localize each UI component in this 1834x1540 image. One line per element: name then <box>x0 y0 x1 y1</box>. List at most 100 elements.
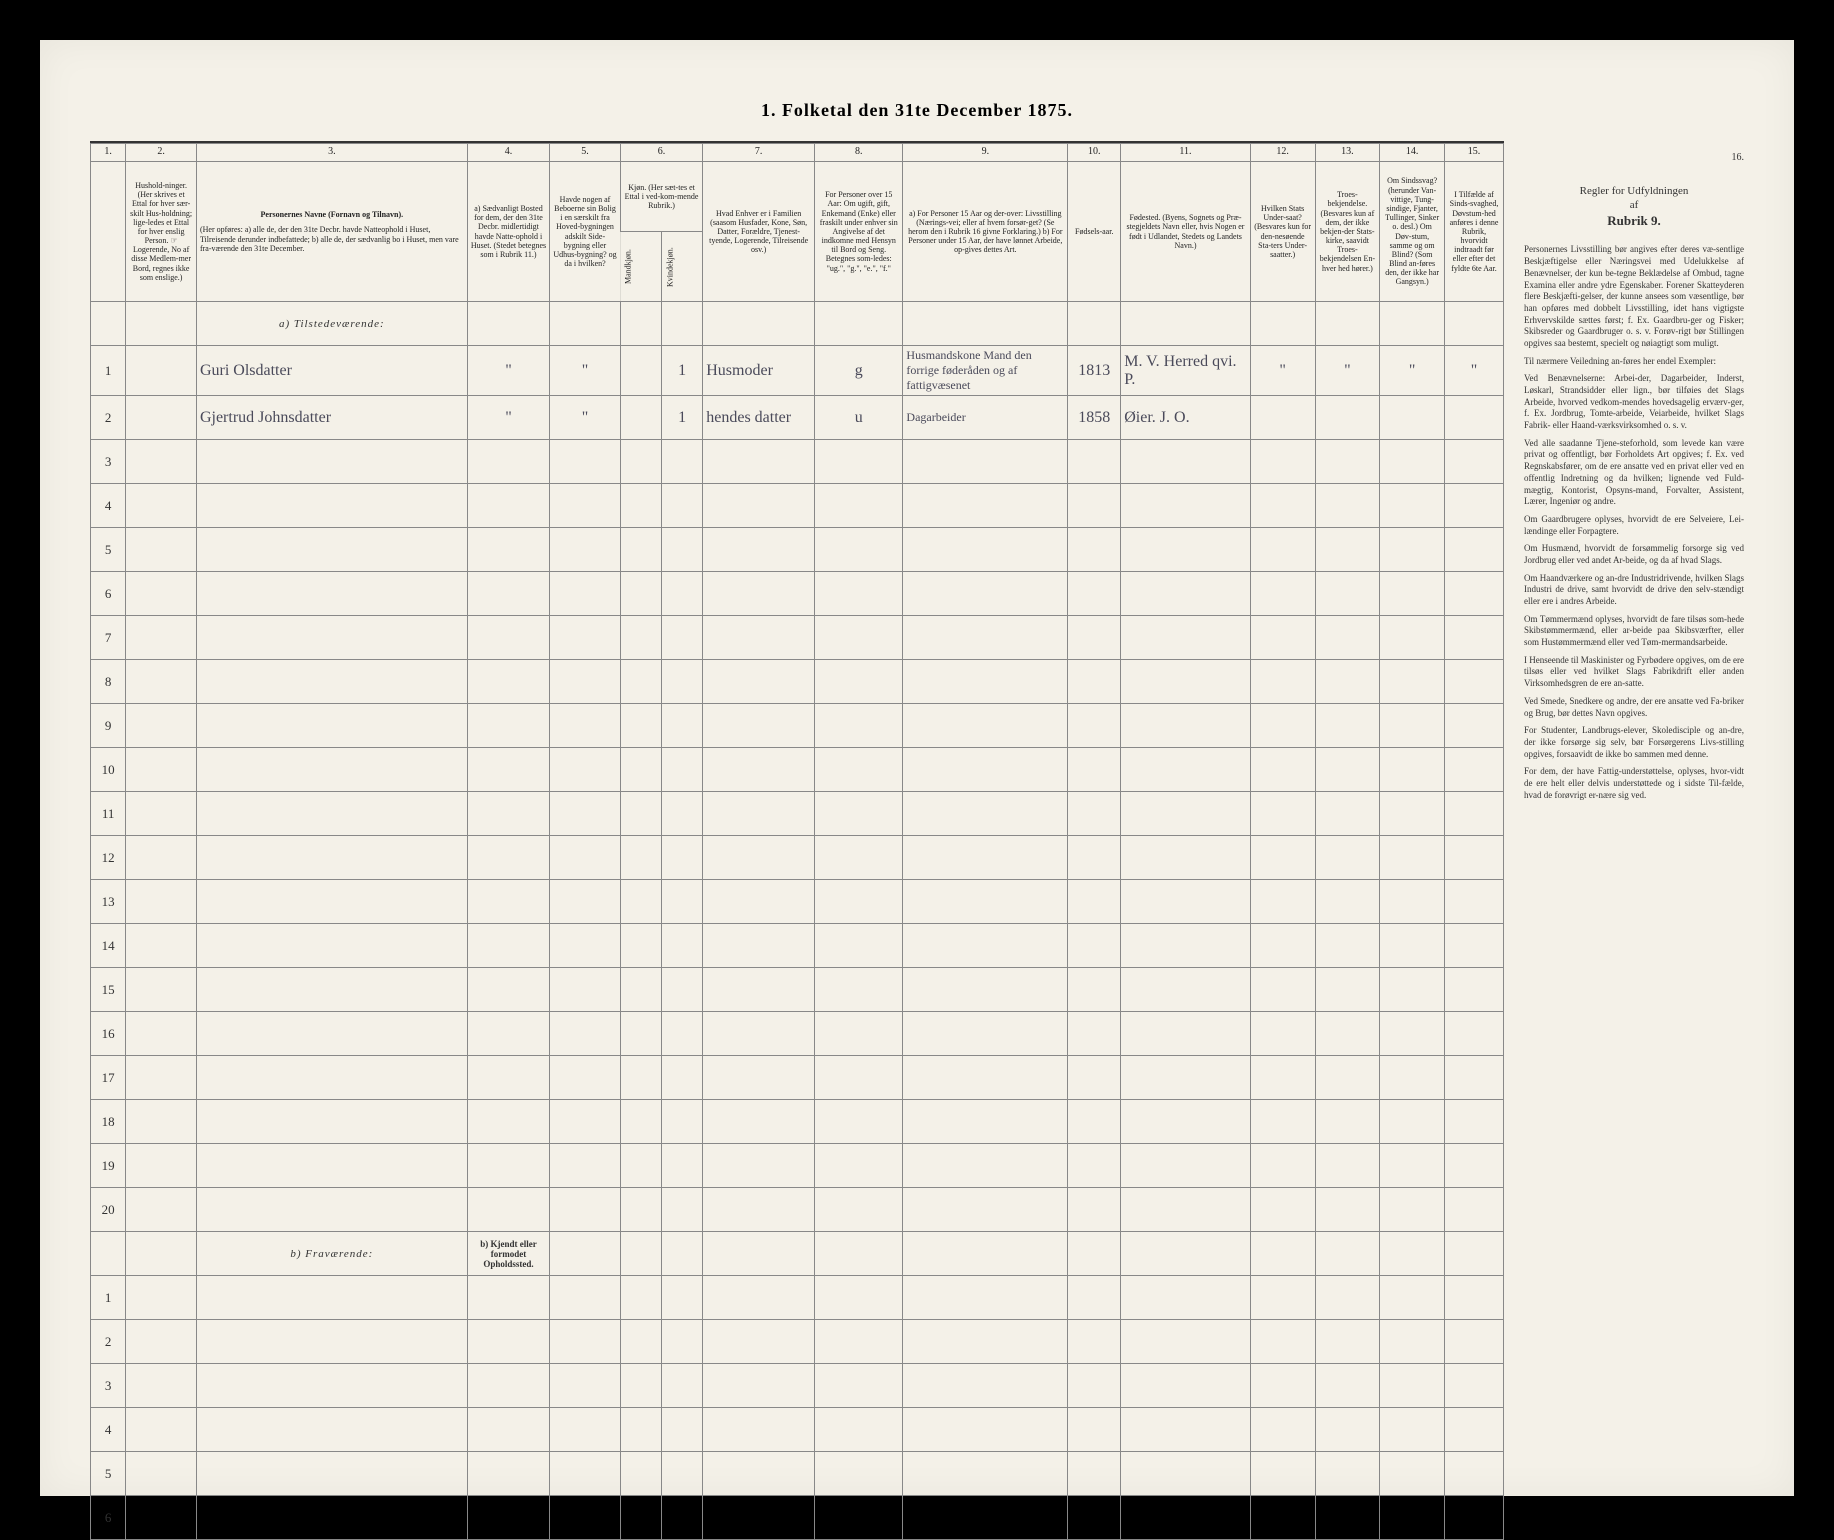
row-number: 4 <box>91 1408 126 1452</box>
cell-c7 <box>703 1188 815 1232</box>
cell-c13 <box>1315 1144 1380 1188</box>
cell-name <box>196 1056 467 1100</box>
cell-c9 <box>903 440 1068 484</box>
cell-c11 <box>1121 1056 1251 1100</box>
cell-household <box>126 1012 197 1056</box>
cell-c6a <box>620 396 661 440</box>
cell-c6b: 1 <box>662 346 703 396</box>
cell-c6b <box>662 748 703 792</box>
colnum-5: 5. <box>550 144 621 162</box>
cell-c4 <box>467 792 549 836</box>
cell-c14 <box>1380 396 1445 440</box>
cell-c8 <box>815 1188 903 1232</box>
colnum-15: 15. <box>1445 144 1504 162</box>
cell-c5 <box>550 968 621 1012</box>
cell-c10 <box>1068 1100 1121 1144</box>
colnum-3: 3. <box>196 144 467 162</box>
cell-c4 <box>467 880 549 924</box>
cell-c15 <box>1445 616 1504 660</box>
cell-c5 <box>550 528 621 572</box>
cell-c6a <box>620 880 661 924</box>
cell-c7 <box>703 748 815 792</box>
cell-household <box>126 572 197 616</box>
cell-name <box>196 704 467 748</box>
cell-c14 <box>1380 572 1445 616</box>
row-number: 10 <box>91 748 126 792</box>
cell-c6b <box>662 484 703 528</box>
cell-c15 <box>1445 396 1504 440</box>
cell-c7 <box>703 484 815 528</box>
cell-c14 <box>1380 968 1445 1012</box>
tbody-present: a) Tilstedeværende:1Guri Olsdatter""1Hus… <box>91 302 1504 1232</box>
row-number: 2 <box>91 396 126 440</box>
cell-c9 <box>903 1144 1068 1188</box>
cell-c6a <box>620 704 661 748</box>
cell-c5 <box>550 660 621 704</box>
cell-c6a <box>620 924 661 968</box>
cell-c12 <box>1250 1056 1315 1100</box>
cell-household <box>126 616 197 660</box>
cell-c7: hendes datter <box>703 396 815 440</box>
hdr-15: I Tilfælde af Sinds-svaghed, Døvstum-hed… <box>1445 162 1504 302</box>
table-row: 3 <box>91 440 1504 484</box>
cell-c14 <box>1380 660 1445 704</box>
cell-household <box>126 396 197 440</box>
cell-c14 <box>1380 880 1445 924</box>
cell-c11 <box>1121 792 1251 836</box>
row-number: 6 <box>91 1496 126 1540</box>
section-a-label: a) Tilstedeværende: <box>196 302 467 346</box>
cell-c9 <box>903 924 1068 968</box>
cell-c13 <box>1315 792 1380 836</box>
row-number: 20 <box>91 1188 126 1232</box>
census-table: 1. 2. 3. 4. 5. 6. 7. 8. 9. 10. 11. 12. 1… <box>90 143 1504 1540</box>
cell-household <box>126 836 197 880</box>
cell-c7 <box>703 616 815 660</box>
cell-c15 <box>1445 1056 1504 1100</box>
cell-c7 <box>703 924 815 968</box>
cell-c10 <box>1068 924 1121 968</box>
cell-name <box>196 792 467 836</box>
table-row: 16 <box>91 1012 1504 1056</box>
hdr-6a: Mandkjøn. <box>620 232 661 302</box>
cell-c13 <box>1315 396 1380 440</box>
hdr-13: Troes-bekjendelse. (Besvares kun af dem,… <box>1315 162 1380 302</box>
cell-c12 <box>1250 704 1315 748</box>
cell-c8 <box>815 440 903 484</box>
cell-c15 <box>1445 528 1504 572</box>
cell-c15 <box>1445 572 1504 616</box>
colnum-11: 11. <box>1121 144 1251 162</box>
cell-c14 <box>1380 1144 1445 1188</box>
table-row: 14 <box>91 924 1504 968</box>
colnum-10: 10. <box>1068 144 1121 162</box>
row-number: 13 <box>91 880 126 924</box>
table-row: 6 <box>91 572 1504 616</box>
cell-c7 <box>703 660 815 704</box>
cell-c10 <box>1068 484 1121 528</box>
cell-c7 <box>703 528 815 572</box>
table-row: 1 <box>91 1276 1504 1320</box>
cell-c7 <box>703 704 815 748</box>
cell-household <box>126 1144 197 1188</box>
cell-c11 <box>1121 440 1251 484</box>
row-number: 3 <box>91 1364 126 1408</box>
cell-c5 <box>550 1012 621 1056</box>
cell-c12 <box>1250 1100 1315 1144</box>
cell-c5 <box>550 704 621 748</box>
cell-household <box>126 1100 197 1144</box>
colnum-13: 13. <box>1315 144 1380 162</box>
colnum-2: 2. <box>126 144 197 162</box>
table-row: 7 <box>91 616 1504 660</box>
hdr-7: Hvad Enhver er i Familien (saasom Husfad… <box>703 162 815 302</box>
hdr-3: Personernes Navne (Fornavn og Tilnavn). … <box>196 162 467 302</box>
cell-c12 <box>1250 1012 1315 1056</box>
cell-c8 <box>815 528 903 572</box>
cell-c12: " <box>1250 346 1315 396</box>
cell-c4 <box>467 1056 549 1100</box>
row-number: 1 <box>91 1276 126 1320</box>
cell-c7 <box>703 968 815 1012</box>
cell-c11 <box>1121 1188 1251 1232</box>
cell-c9 <box>903 1012 1068 1056</box>
cell-c6a <box>620 1144 661 1188</box>
cell-c6b <box>662 924 703 968</box>
cell-c9 <box>903 660 1068 704</box>
